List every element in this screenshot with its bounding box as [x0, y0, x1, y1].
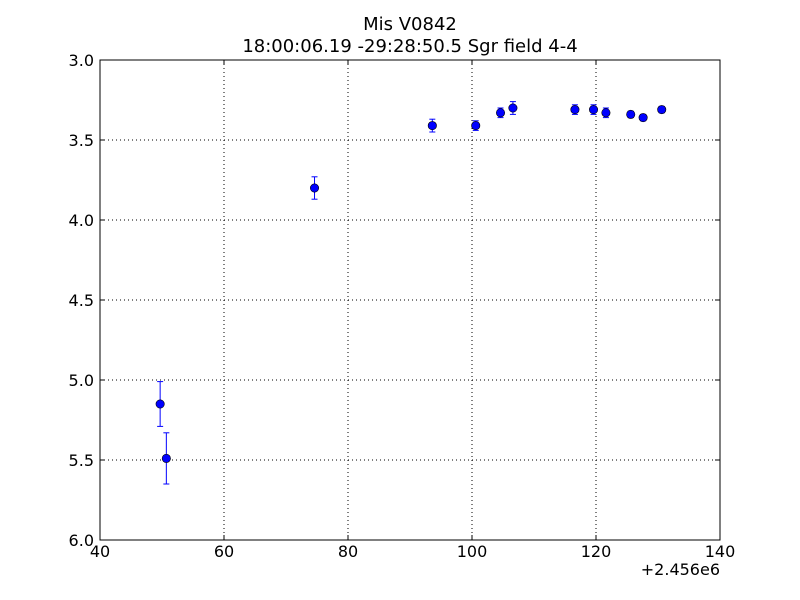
data-point: [310, 183, 320, 193]
data-point: [657, 105, 667, 115]
data-point: [427, 121, 437, 131]
data-point: [155, 399, 165, 409]
grid: [99, 59, 721, 541]
data-point: [638, 113, 648, 123]
data-point: [601, 108, 611, 118]
data-point: [161, 453, 171, 463]
y-tick-label: 3.5: [69, 131, 94, 150]
x-tick-label: 100: [457, 542, 488, 561]
data-point: [589, 105, 599, 115]
y-tick-label: 5.5: [69, 451, 94, 470]
data-points: [155, 101, 667, 485]
ticks: 40 60 80 100 120 140 3.0 3.5 4.0 4.5 5.0 5.5 6.0: [69, 51, 736, 561]
chart-title: Mis V0842: [363, 14, 457, 35]
data-point: [508, 103, 518, 113]
y-tick-label: 4.0: [69, 211, 94, 230]
y-tick-label: 6.0: [69, 531, 94, 550]
y-tick-label: 3.0: [69, 51, 94, 70]
x-tick-label: 140: [705, 542, 736, 561]
x-tick-label: 120: [581, 542, 612, 561]
chart-subtitle: 18:00:06.19 -29:28:50.5 Sgr field 4-4: [242, 36, 577, 57]
x-tick-label: 80: [338, 542, 358, 561]
x-tick-label: 40: [90, 542, 110, 561]
y-tick-label: 4.5: [69, 291, 94, 310]
data-point: [471, 121, 481, 131]
data-point: [496, 108, 506, 118]
y-tick-label: 5.0: [69, 371, 94, 390]
data-point: [626, 109, 636, 119]
x-tick-label: 60: [214, 542, 234, 561]
data-point: [570, 105, 580, 115]
x-offset-label: +2.456e6: [641, 560, 720, 579]
